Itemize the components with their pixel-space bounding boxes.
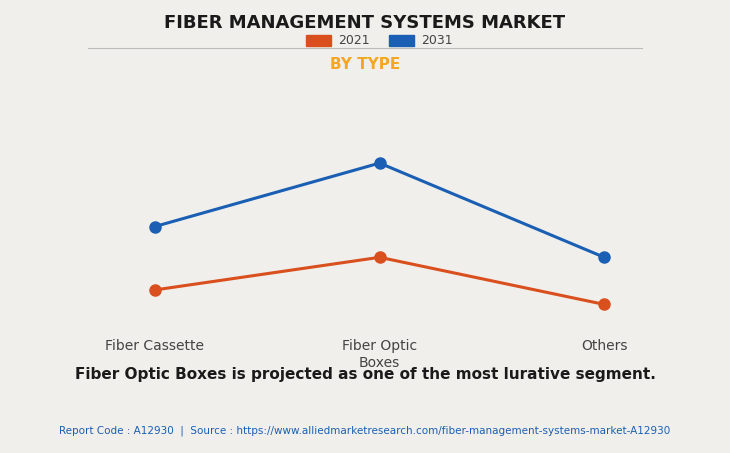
- Line: 2031: 2031: [150, 158, 610, 263]
- 2021: [150, 287, 159, 293]
- 2021: [375, 255, 384, 260]
- 2031: [600, 255, 609, 260]
- Text: BY TYPE: BY TYPE: [330, 57, 400, 72]
- Text: Report Code : A12930  |  Source : https://www.alliedmarketresearch.com/fiber-man: Report Code : A12930 | Source : https://…: [59, 426, 671, 436]
- 2021: [600, 302, 609, 307]
- 2031: [150, 224, 159, 229]
- Text: Fiber Optic Boxes is projected as one of the most lurative segment.: Fiber Optic Boxes is projected as one of…: [74, 367, 656, 382]
- Legend: 2021, 2031: 2021, 2031: [301, 29, 458, 53]
- Text: FIBER MANAGEMENT SYSTEMS MARKET: FIBER MANAGEMENT SYSTEMS MARKET: [164, 14, 566, 32]
- Line: 2021: 2021: [150, 252, 610, 310]
- 2031: [375, 160, 384, 166]
